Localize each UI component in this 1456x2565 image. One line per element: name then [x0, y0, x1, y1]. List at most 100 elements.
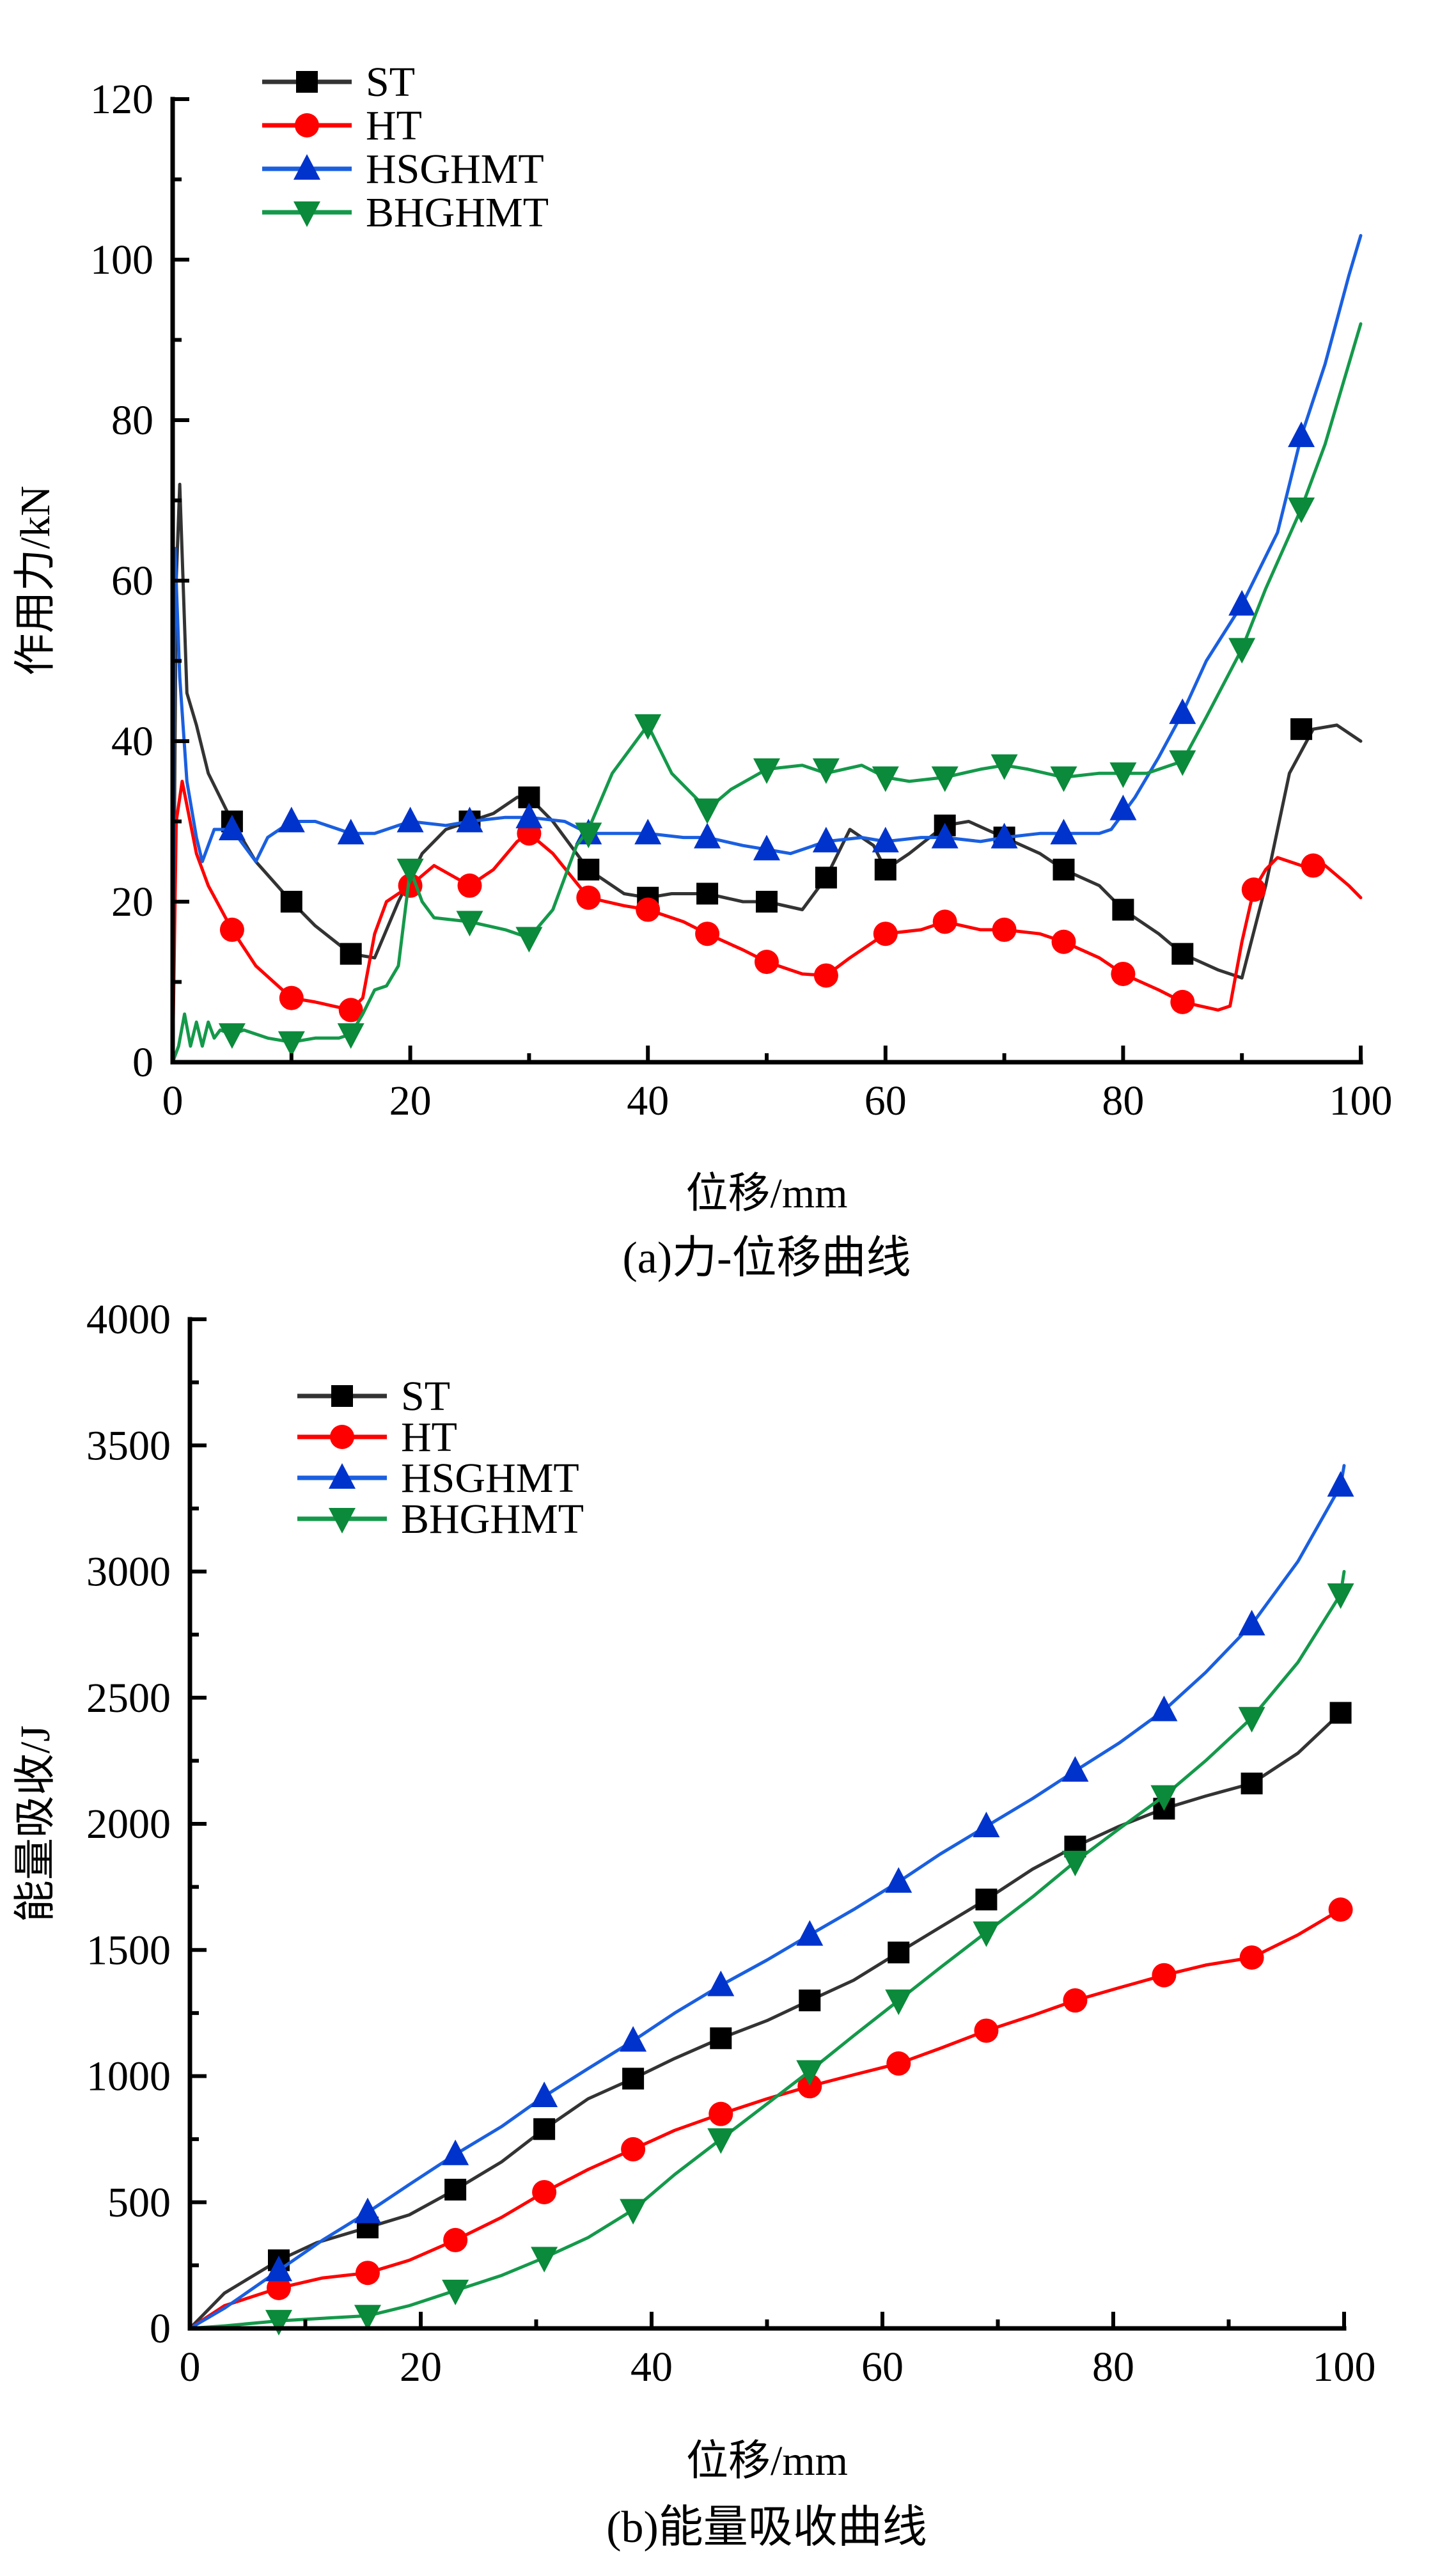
legend-item-st: ST	[297, 1373, 450, 1420]
data-point-hsghmt	[1050, 819, 1077, 845]
data-point-ht	[708, 2101, 733, 2126]
data-point-ht	[1051, 929, 1076, 954]
x-tick-label: 80	[1102, 1078, 1144, 1124]
data-point-bhghmt	[796, 2060, 824, 2086]
data-point-hsghmt	[456, 806, 483, 833]
data-point-hsghmt	[218, 815, 246, 841]
data-point-ht	[1170, 989, 1195, 1014]
legend-marker-square-icon	[296, 71, 318, 93]
series-line-ht	[188, 1905, 1346, 2330]
legend-marker-square-icon	[331, 1385, 353, 1407]
legend-item-bhghmt: BHGHMT	[262, 189, 549, 236]
x-tick-label: 60	[865, 1078, 907, 1124]
data-point-st	[622, 2067, 645, 2090]
data-point-hsghmt	[707, 1970, 735, 1996]
legend-item-hsghmt: HSGHMT	[297, 1455, 579, 1502]
data-point-ht	[755, 950, 779, 975]
data-point-st	[1241, 1772, 1263, 1794]
series-hsghmt	[171, 233, 1363, 1064]
data-point-st	[340, 943, 362, 965]
data-point-bhghmt	[337, 1023, 364, 1049]
series-line-hsghmt	[188, 1464, 1346, 2330]
data-point-ht	[1152, 1963, 1177, 1988]
data-point-ht	[532, 2179, 557, 2204]
y-tick-label: 1500	[86, 1927, 171, 1973]
data-point-hsghmt	[1109, 794, 1137, 820]
legend-item-ht: HT	[297, 1414, 457, 1461]
axes	[187, 1317, 1347, 2331]
y-tick-label: 0	[150, 2305, 171, 2352]
data-point-bhghmt	[396, 858, 424, 884]
legend-marker-circle-icon	[330, 1425, 354, 1449]
y-tick-label: 1000	[86, 2053, 171, 2100]
data-point-ht	[1301, 853, 1326, 878]
y-tick-label: 20	[111, 879, 153, 925]
chart-energy-absorption: 0 20 40 60 80 1000500100015002000250030003500…	[12, 1296, 1376, 2552]
data-point-bhghmt	[442, 2279, 469, 2305]
data-point-bhghmt	[575, 822, 602, 849]
data-point-ht	[932, 909, 957, 934]
data-point-hsghmt	[753, 835, 780, 861]
data-point-hsghmt	[1238, 1610, 1265, 1636]
data-point-hsghmt	[973, 1811, 1000, 1837]
series-layer	[188, 1464, 1354, 2336]
data-point-bhghmt	[354, 2305, 381, 2331]
data-point-ht	[1063, 1988, 1088, 2013]
data-point-hsghmt	[354, 2197, 381, 2224]
y-tick-label: 40	[111, 718, 153, 765]
data-point-hsghmt	[872, 826, 899, 852]
data-point-ht	[1111, 961, 1136, 986]
data-point-ht	[355, 2261, 380, 2286]
data-point-ht	[797, 2074, 822, 2099]
data-point-st	[1290, 718, 1313, 741]
series-hsghmt	[188, 1464, 1354, 2330]
y-tick-label: 0	[132, 1039, 153, 1086]
legend-label: ST	[366, 59, 415, 106]
legend-label: HT	[366, 102, 422, 149]
y-tick-label: 60	[111, 558, 153, 604]
x-tick-label: 20	[389, 1078, 432, 1124]
data-point-st	[756, 891, 778, 913]
data-point-ht	[219, 917, 244, 942]
data-point-hsghmt	[634, 819, 662, 845]
legend-marker-triangle-down-icon	[329, 1508, 356, 1534]
data-point-bhghmt	[265, 2310, 292, 2336]
data-point-bhghmt	[694, 798, 721, 824]
data-point-bhghmt	[1061, 1851, 1089, 1877]
data-point-ht	[443, 2227, 468, 2252]
x-tick-label: 0	[180, 2344, 201, 2390]
data-point-ht	[636, 897, 661, 922]
data-point-bhghmt	[707, 2128, 735, 2154]
data-point-bhghmt	[218, 1023, 246, 1049]
data-point-bhghmt	[634, 714, 662, 740]
x-tick-label: 100	[1329, 1078, 1393, 1124]
data-point-hsghmt	[990, 822, 1018, 849]
data-point-ht	[886, 2051, 911, 2076]
data-point-hsghmt	[812, 826, 840, 852]
x-tick-label: 40	[630, 2344, 673, 2390]
data-point-bhghmt	[456, 911, 483, 937]
legend-marker-triangle-up-icon	[294, 154, 320, 180]
data-point-bhghmt	[515, 927, 543, 953]
data-point-st	[710, 2027, 732, 2050]
y-tick-label: 4000	[86, 1296, 171, 1343]
data-point-ht	[621, 2137, 646, 2161]
x-tick-label: 60	[861, 2344, 904, 2390]
data-point-bhghmt	[812, 758, 840, 784]
data-point-ht	[266, 2275, 291, 2300]
data-point-bhghmt	[1228, 638, 1256, 664]
series-line-ht	[171, 780, 1363, 1064]
data-point-st	[1171, 943, 1194, 965]
data-point-bhghmt	[531, 2247, 558, 2273]
data-point-st	[874, 858, 896, 881]
ticks: 0 20 40 60 80 100 0 20 40 60 80 100 120	[90, 76, 1393, 1124]
series-line-st	[188, 1709, 1346, 2330]
data-point-bhghmt	[1238, 1707, 1265, 1733]
legend-label: ST	[401, 1373, 450, 1420]
x-axis-label: 位移/mm	[686, 2438, 848, 2484]
data-point-ht	[813, 963, 838, 988]
data-point-hsghmt	[694, 822, 721, 849]
series-ht	[171, 780, 1363, 1064]
